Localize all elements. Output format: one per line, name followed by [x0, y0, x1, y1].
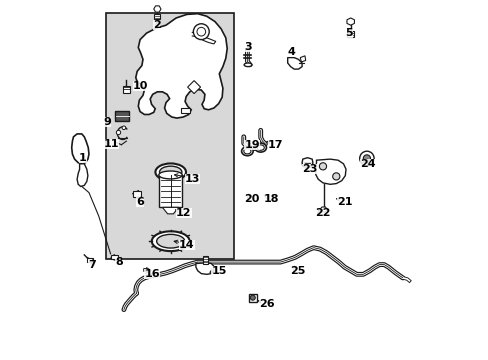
Text: 14: 14	[179, 240, 194, 250]
Text: 8: 8	[115, 257, 122, 267]
Ellipse shape	[159, 171, 182, 179]
Bar	[122, 86, 130, 93]
Polygon shape	[196, 263, 213, 274]
Circle shape	[122, 126, 125, 130]
Bar	[133, 191, 141, 197]
Circle shape	[250, 295, 255, 300]
Text: 7: 7	[88, 260, 96, 270]
Ellipse shape	[241, 147, 253, 156]
Circle shape	[319, 163, 326, 170]
Circle shape	[197, 27, 205, 36]
Polygon shape	[315, 159, 346, 184]
Text: 4: 4	[287, 47, 295, 57]
Text: 21: 21	[337, 197, 352, 207]
Polygon shape	[187, 81, 200, 94]
Polygon shape	[136, 14, 227, 118]
Text: 13: 13	[185, 174, 200, 184]
Text: 24: 24	[359, 159, 375, 169]
Text: 1: 1	[79, 153, 86, 163]
Bar	[159, 175, 182, 207]
Polygon shape	[302, 158, 312, 168]
Ellipse shape	[156, 234, 184, 248]
Text: 5: 5	[345, 28, 352, 38]
Ellipse shape	[159, 166, 182, 178]
Text: 25: 25	[290, 266, 305, 276]
Polygon shape	[77, 164, 88, 186]
Ellipse shape	[244, 149, 250, 154]
Text: 18: 18	[263, 194, 278, 204]
Ellipse shape	[254, 143, 266, 152]
Bar	[154, 14, 160, 19]
Polygon shape	[153, 6, 161, 12]
Bar	[181, 108, 190, 113]
Ellipse shape	[244, 63, 251, 67]
Text: 10: 10	[133, 81, 148, 91]
Polygon shape	[320, 207, 326, 212]
Text: 9: 9	[103, 117, 111, 127]
Bar	[106, 13, 233, 259]
Text: 15: 15	[211, 266, 226, 276]
Circle shape	[116, 130, 121, 135]
Circle shape	[332, 173, 339, 180]
Ellipse shape	[151, 231, 189, 251]
FancyArrow shape	[143, 267, 150, 273]
Polygon shape	[300, 56, 305, 62]
Bar	[248, 294, 256, 302]
Text: 17: 17	[267, 140, 283, 150]
Text: 11: 11	[103, 139, 119, 149]
Polygon shape	[72, 134, 89, 164]
Ellipse shape	[155, 163, 185, 181]
Text: 22: 22	[314, 208, 329, 218]
Polygon shape	[287, 58, 302, 69]
Polygon shape	[162, 207, 178, 214]
Circle shape	[363, 155, 370, 162]
Text: 16: 16	[144, 269, 160, 279]
Text: 12: 12	[176, 208, 191, 218]
Text: 23: 23	[302, 164, 317, 174]
Circle shape	[359, 151, 373, 166]
Text: 6: 6	[136, 197, 143, 207]
Text: 20: 20	[244, 194, 259, 204]
Text: 3: 3	[244, 42, 252, 52]
Text: 26: 26	[258, 299, 274, 309]
Bar	[115, 111, 129, 121]
Bar	[347, 31, 353, 37]
Bar	[111, 255, 118, 259]
Polygon shape	[346, 18, 354, 25]
Ellipse shape	[257, 145, 264, 150]
Bar	[203, 256, 208, 264]
Text: 2: 2	[152, 20, 160, 30]
Bar	[87, 258, 93, 262]
Circle shape	[193, 24, 209, 40]
Text: 19: 19	[244, 140, 260, 150]
